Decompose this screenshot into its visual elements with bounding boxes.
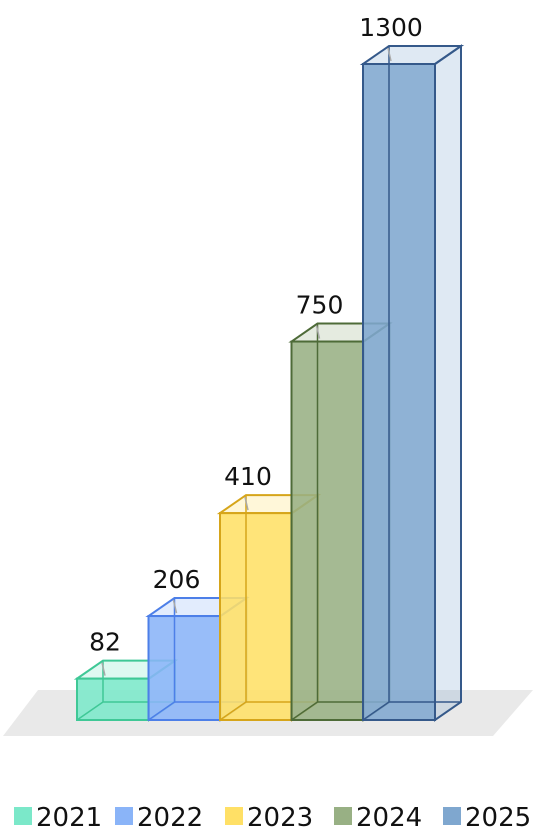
bar-front-2023 <box>219 512 293 721</box>
legend-swatch <box>443 807 461 825</box>
bar-front-2024 <box>290 340 365 721</box>
data-label-2022: 206 <box>153 565 201 594</box>
data-label-leader <box>172 599 178 614</box>
data-label-2024: 750 <box>296 291 344 320</box>
legend-swatch <box>115 807 133 825</box>
data-label-2023: 410 <box>224 462 272 491</box>
data-label-2025: 1300 <box>359 13 423 42</box>
data-label-2021: 82 <box>89 628 121 657</box>
legend-label: 2025 <box>465 803 531 833</box>
bar-front-2021 <box>76 677 150 721</box>
legend-item-2021: 2021 <box>14 803 102 833</box>
bar-front-2022 <box>147 615 222 722</box>
legend-label: 2021 <box>36 803 102 833</box>
legend-label: 2022 <box>137 803 203 833</box>
data-labels-group: 82 206 410 750 1300 <box>89 13 423 657</box>
legend-swatch <box>334 807 352 825</box>
bar-front-2025 <box>362 63 436 721</box>
legend-item-2024: 2024 <box>334 803 422 833</box>
data-label-leader <box>101 662 106 676</box>
data-label-leader <box>387 47 392 62</box>
bar-side-2025 <box>434 44 462 722</box>
bar-edges-2025 <box>362 46 461 721</box>
legend-swatch <box>14 807 32 825</box>
legend-item-2022: 2022 <box>115 803 203 833</box>
bar-2025 <box>359 44 465 722</box>
data-label-leader <box>244 496 249 511</box>
legend-item-2025: 2025 <box>443 803 531 833</box>
data-label-leader <box>315 325 321 339</box>
legend-item-2023: 2023 <box>225 803 313 833</box>
legend-swatch <box>225 807 243 825</box>
legend-label: 2023 <box>247 803 313 833</box>
legend-label: 2024 <box>356 803 422 833</box>
bars-group <box>73 44 465 722</box>
legend: 2021 2022 2023 2024 2025 <box>14 803 531 833</box>
